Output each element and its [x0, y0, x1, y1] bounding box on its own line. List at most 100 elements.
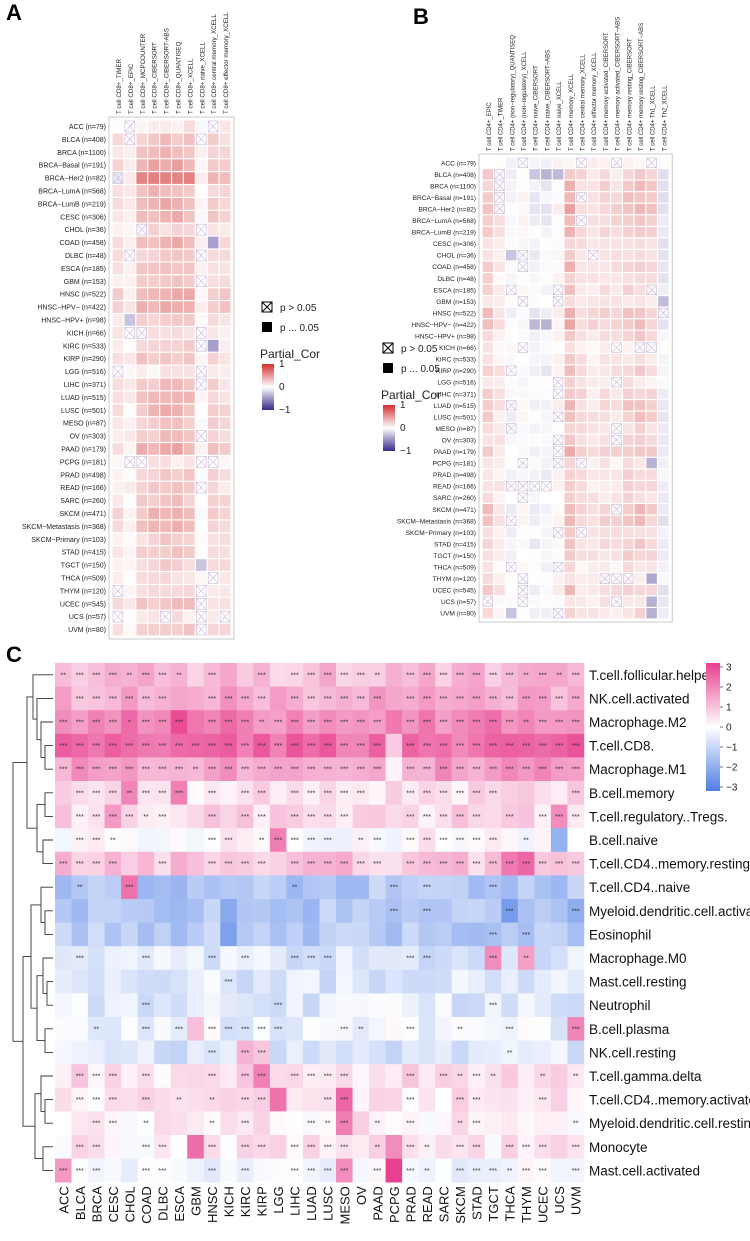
heatmap-cell [286, 757, 304, 782]
significance-stars: *** [324, 861, 332, 868]
heatmap-cell [623, 446, 634, 457]
significance-stars: *** [324, 838, 332, 845]
heatmap-cell [534, 828, 552, 853]
heatmap-cell [494, 411, 505, 423]
heatmap-cell [501, 851, 519, 876]
heatmap-cell [550, 710, 568, 735]
dendrogram-branch [44, 792, 53, 817]
heatmap-cell [170, 804, 188, 829]
heatmap-cell [576, 550, 587, 561]
heatmap-cell [550, 1087, 568, 1112]
nonsignificant-cross [506, 365, 517, 376]
column-label: THYM [519, 1186, 534, 1223]
heatmap-cell [611, 319, 622, 330]
heatmap-cell [71, 875, 89, 900]
nonsignificant-box [611, 504, 622, 515]
heatmap-cell [529, 273, 540, 284]
significance-stars: *** [241, 956, 249, 963]
heatmap-cell [418, 804, 436, 829]
nonsignificant-cross [506, 562, 517, 573]
heatmap-cell [529, 319, 540, 330]
heatmap-cell [253, 686, 271, 711]
row-label: THCA (n=509) [61, 575, 106, 582]
significance-stars: *** [241, 743, 249, 750]
significance-stars: *** [406, 790, 414, 797]
row-label: KIRC (n=533) [63, 343, 106, 350]
heatmap-cell [517, 733, 535, 758]
heatmap-cell [219, 391, 231, 404]
heatmap-cell [541, 215, 552, 226]
heatmap-cell [136, 378, 148, 391]
heatmap-cell [137, 851, 155, 876]
heatmap-cell [148, 623, 159, 636]
heatmap-cell [506, 157, 517, 168]
heatmap-cell [482, 492, 494, 503]
heatmap-cell [220, 1158, 238, 1183]
dendrogram-branch [44, 1028, 53, 1053]
heatmap-cell [623, 538, 634, 550]
heatmap-cell [55, 922, 72, 947]
heatmap-cell [203, 899, 221, 923]
heatmap-cell [418, 922, 436, 947]
significance-stars: *** [109, 1074, 117, 1081]
heatmap-cell [137, 993, 155, 1018]
heatmap-cell [136, 391, 148, 404]
column-label: KIRP [255, 1186, 270, 1216]
heatmap-cell [506, 226, 517, 238]
heatmap-cell [468, 1087, 486, 1112]
significance-stars: *** [274, 720, 282, 727]
heatmap-cell [88, 1135, 105, 1159]
nonsignificant-box [611, 434, 622, 446]
heatmap-cell [136, 301, 148, 313]
heatmap-cell [219, 365, 231, 378]
heatmap-cell [203, 946, 221, 971]
heatmap-cell [541, 319, 552, 330]
heatmap-cell [494, 492, 505, 503]
heatmap-cell [634, 481, 646, 492]
heatmap-cell [576, 319, 587, 330]
significance-stars: *** [142, 1026, 150, 1033]
heatmap-cell [369, 851, 386, 876]
heatmap-cell [219, 494, 231, 507]
heatmap-cell [646, 319, 657, 330]
heatmap-cell [599, 608, 611, 619]
heatmap-cell [195, 404, 207, 417]
heatmap-cell [71, 1111, 89, 1136]
significance-stars: *** [539, 720, 547, 727]
significance-stars: *** [241, 1097, 249, 1104]
nonsignificant-box [124, 456, 136, 468]
heatmap-cell [286, 710, 304, 735]
significance-stars: *** [340, 1074, 348, 1081]
column-label: PAAD [370, 1186, 385, 1220]
heatmap-cell [541, 284, 552, 295]
nonsignificant-box [599, 573, 610, 584]
heatmap-cell [418, 686, 436, 711]
significance-stars: *** [572, 861, 580, 868]
heatmap-cell [564, 226, 575, 238]
heatmap-cell [154, 993, 172, 1018]
heatmap-cell [541, 388, 552, 399]
nonsignificant-mark [576, 457, 587, 469]
heatmap-cell [564, 561, 575, 573]
heatmap-cell [517, 411, 529, 423]
heatmap-cell [658, 365, 669, 376]
heatmap-cell [646, 226, 657, 238]
heatmap-cell [517, 226, 529, 238]
heatmap-cell [634, 538, 646, 550]
heatmap-cell [154, 781, 172, 805]
heatmap-cell [646, 550, 657, 561]
heatmap-cell [484, 804, 502, 829]
heatmap-cell [564, 250, 575, 261]
heatmap-cell [104, 757, 122, 782]
row-label: HNSC−HPV+ (n=98) [41, 317, 106, 324]
column-label: PRAD [403, 1186, 418, 1222]
significance-stars: ** [523, 672, 529, 679]
heatmap-cell [207, 391, 219, 404]
nonsignificant-mark [207, 456, 219, 468]
heatmap-cell [534, 710, 552, 735]
heatmap-cell [494, 250, 505, 261]
heatmap-cell [623, 400, 634, 411]
heatmap-cell [587, 538, 599, 550]
heatmap-cell [203, 922, 221, 947]
significance-stars: *** [390, 885, 398, 892]
